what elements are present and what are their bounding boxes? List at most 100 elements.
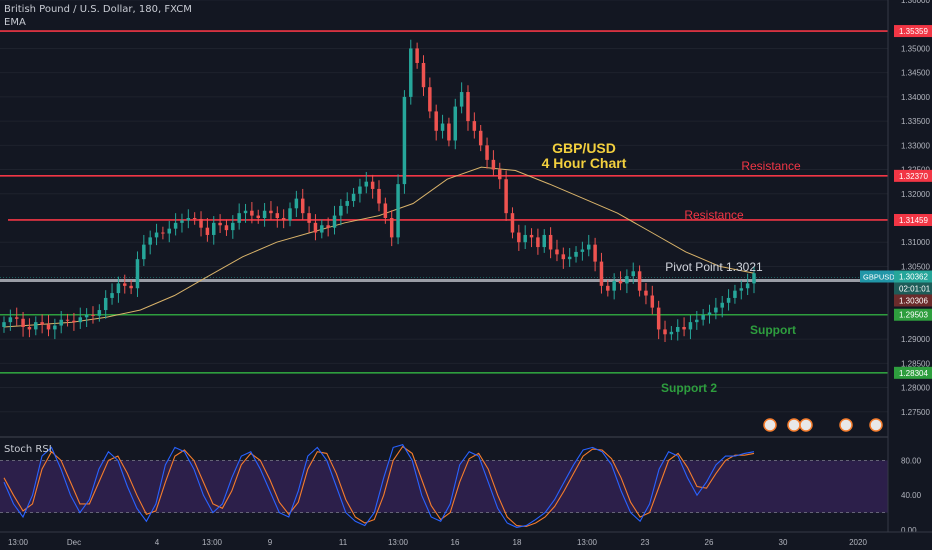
- candle-body: [326, 225, 330, 228]
- candle-body: [59, 319, 63, 326]
- candle-body: [8, 317, 13, 323]
- time-tick-label: 26: [705, 538, 714, 547]
- candle-body: [580, 249, 585, 252]
- candle-body: [377, 188, 381, 204]
- candle-body: [46, 324, 51, 330]
- time-tick-label: 23: [641, 538, 650, 547]
- price-tick-label: 1.27500: [901, 408, 930, 417]
- candle-body: [40, 322, 44, 325]
- candle-body: [129, 285, 133, 289]
- pivot-label: Pivot Point 1.3021: [665, 260, 763, 274]
- symbol-tag-label: GBPUSD: [863, 272, 895, 281]
- candle-body: [250, 210, 254, 216]
- candle-body: [523, 234, 527, 243]
- price-tick-label: 1.36000: [901, 0, 930, 5]
- candle-body: [65, 319, 70, 321]
- candle-body: [574, 251, 578, 257]
- candle-body: [701, 314, 705, 320]
- candle-body: [167, 228, 172, 234]
- candle-body: [135, 259, 140, 289]
- price-tick-label: 1.34500: [901, 69, 930, 78]
- rsi-band: [0, 460, 888, 513]
- rsi-tick-label: 40.00: [901, 491, 922, 500]
- indicator-label[interactable]: EMA: [4, 17, 26, 28]
- candle-body: [415, 48, 419, 63]
- candle-body: [453, 106, 458, 141]
- price-tick-label: 1.28000: [901, 384, 930, 393]
- event-badge-icon[interactable]: [869, 418, 883, 432]
- candle-body: [288, 208, 292, 221]
- candle-body: [116, 283, 121, 294]
- price-pane-background: [0, 0, 888, 436]
- rsi-lines: [0, 444, 888, 528]
- candle-body: [192, 218, 197, 219]
- timer-tag-background: [894, 282, 932, 295]
- candle-body: [173, 222, 178, 229]
- candle-body: [339, 205, 343, 216]
- event-badges[interactable]: [763, 418, 883, 432]
- ema-path: [3, 166, 755, 328]
- candle-body: [269, 210, 273, 214]
- candle-body: [396, 184, 400, 238]
- price-tick-label: 1.33000: [901, 141, 930, 150]
- rsi-indicator-label[interactable]: Stoch RSI: [4, 444, 52, 455]
- candle-body: [688, 322, 693, 330]
- event-badge-icon[interactable]: [787, 418, 801, 432]
- price-axis[interactable]: [888, 0, 932, 532]
- candle-body: [72, 320, 76, 323]
- candle-body: [123, 283, 127, 286]
- candle-body: [675, 327, 680, 332]
- level-tag-label: 1.35359: [899, 27, 928, 36]
- time-tick-label: 13:00: [202, 538, 223, 547]
- symbol-tag-background: [860, 270, 894, 283]
- candle-body: [618, 280, 623, 284]
- rsi-axis-ticks: 80.00 40.00 0.00: [901, 456, 922, 535]
- rsi-d-line: [3, 445, 755, 528]
- symbol-title[interactable]: British Pound / U.S. Dollar, 180, FXCM: [4, 4, 192, 15]
- candle-body: [34, 322, 38, 330]
- candle-body: [656, 307, 661, 330]
- time-axis[interactable]: [0, 532, 932, 550]
- time-tick-label: 18: [513, 538, 522, 547]
- time-tick-label: 13:00: [388, 538, 409, 547]
- level-tag-label: 1.28304: [899, 369, 928, 378]
- candle-body: [307, 213, 311, 223]
- last-price-tag-label: 1.30362: [899, 272, 928, 281]
- candle-body: [555, 249, 559, 255]
- candle-body: [154, 232, 159, 238]
- candle-body: [142, 244, 146, 260]
- resistance-label-1: Resistance: [741, 159, 801, 173]
- candle-body: [491, 159, 496, 170]
- candle-body: [275, 213, 280, 218]
- level-price-tags: 1.35359 1.32370 1.31459 1.29503 1.28304 GBPUS…: [860, 25, 932, 379]
- candle-body: [27, 327, 32, 330]
- time-tick-label: 9: [268, 538, 273, 547]
- event-badge-icon[interactable]: [763, 418, 777, 432]
- candle-body: [281, 218, 286, 221]
- candle-body: [682, 327, 686, 330]
- candle-body: [707, 312, 712, 315]
- candle-body: [421, 62, 426, 88]
- event-badge-icon[interactable]: [839, 418, 853, 432]
- support-label-2: Support 2: [661, 381, 717, 395]
- level-tag-background: [894, 308, 932, 321]
- time-tick-label: 13:00: [8, 538, 29, 547]
- candle-body: [110, 293, 114, 298]
- candle-body: [402, 96, 407, 185]
- candle-body: [358, 186, 362, 194]
- candle-body: [548, 234, 553, 250]
- chart-annotations: GBP/USD 4 Hour Chart Resistance Resistan…: [542, 140, 801, 395]
- candle-body: [440, 123, 445, 131]
- candle-body: [313, 222, 318, 233]
- candle-body: [103, 297, 108, 311]
- price-tick-label: 1.33500: [901, 117, 930, 126]
- event-badge-icon[interactable]: [799, 418, 813, 432]
- ema-line: [3, 166, 755, 328]
- support-label-1: Support: [750, 323, 796, 337]
- candle-body: [409, 48, 413, 97]
- candle-body: [78, 317, 83, 323]
- time-tick-label: 2020: [849, 538, 867, 547]
- candle-body: [161, 232, 165, 234]
- time-tick-label: 16: [451, 538, 460, 547]
- level-tag-label: 1.32370: [899, 172, 928, 181]
